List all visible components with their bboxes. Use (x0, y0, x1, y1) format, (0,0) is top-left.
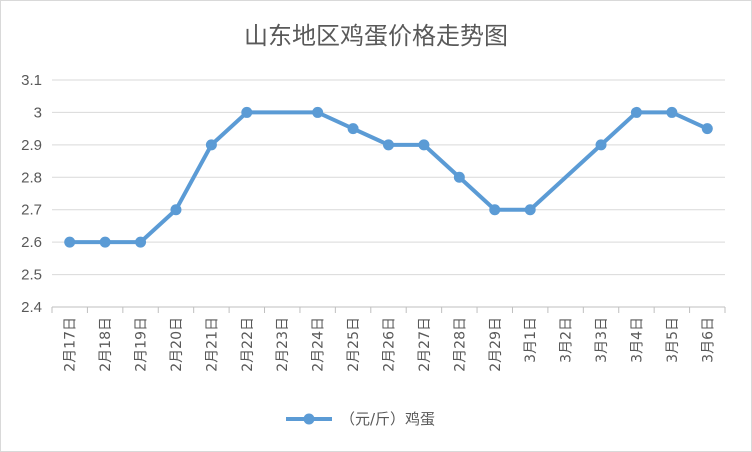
x-tick-label: 2月20日 (169, 317, 185, 372)
x-tick-label: 2月23日 (275, 317, 291, 372)
data-point (595, 139, 607, 151)
gridlines (52, 79, 725, 276)
data-point (489, 204, 501, 216)
x-tick-label: 3月4日 (629, 317, 645, 363)
x-tick-label: 2月28日 (452, 317, 468, 372)
data-point (312, 106, 324, 118)
y-tick-label: 2.9 (21, 137, 42, 154)
x-tick-label: 3月2日 (559, 317, 575, 363)
x-axis-ticks: 2月17日 2月18日 2月19日 2月20日 2月21日 2月22日 2月23日 2月24日… (63, 317, 717, 372)
legend-marker (303, 413, 315, 425)
x-tick-label: 2月26日 (382, 317, 398, 372)
x-tick-label: 2月27日 (417, 317, 433, 372)
x-tick-label: 3月6日 (700, 317, 716, 363)
y-tick-label: 2.7 (21, 202, 42, 219)
data-point (453, 171, 465, 183)
y-tick-label: 2.4 (21, 299, 42, 316)
x-tick-label: 2月22日 (240, 317, 256, 372)
x-tick-label: 2月18日 (98, 317, 114, 372)
legend: （元/斤）鸡蛋 (286, 410, 435, 428)
y-tick-label: 3.1 (21, 72, 42, 89)
x-tick-label: 3月3日 (594, 317, 610, 363)
data-point (418, 139, 430, 151)
y-axis-ticks: 2.4 2.5 2.6 2.7 2.8 2.9 3 3.1 (21, 72, 42, 316)
data-point (347, 123, 359, 135)
x-tick-label: 2月19日 (134, 317, 150, 372)
x-tick-label: 2月17日 (63, 317, 79, 372)
data-point (64, 236, 76, 248)
data-point (170, 204, 182, 216)
x-tick-label: 2月29日 (488, 317, 504, 372)
series-layer (64, 106, 713, 248)
y-tick-label: 3 (34, 104, 42, 121)
data-point (524, 204, 536, 216)
data-point (205, 139, 217, 151)
data-point (701, 123, 713, 135)
x-tick-label: 3月1日 (523, 317, 539, 363)
data-point (135, 236, 147, 248)
data-point (666, 106, 678, 118)
data-point (99, 236, 111, 248)
x-tick-label: 2月24日 (311, 317, 327, 372)
y-tick-label: 2.5 (21, 267, 42, 284)
x-tick-label: 3月5日 (665, 317, 681, 363)
chart-title: 山东地区鸡蛋价格走势图 (244, 22, 508, 50)
data-point (383, 139, 394, 151)
legend-label: （元/斤）鸡蛋 (340, 410, 435, 428)
y-tick-label: 2.6 (21, 234, 42, 251)
x-tick-label: 2月21日 (204, 317, 220, 372)
x-axis (51, 306, 726, 313)
data-point (241, 106, 253, 118)
y-tick-label: 2.8 (21, 169, 42, 186)
x-tick-label: 2月25日 (346, 317, 362, 372)
data-point (630, 106, 642, 118)
